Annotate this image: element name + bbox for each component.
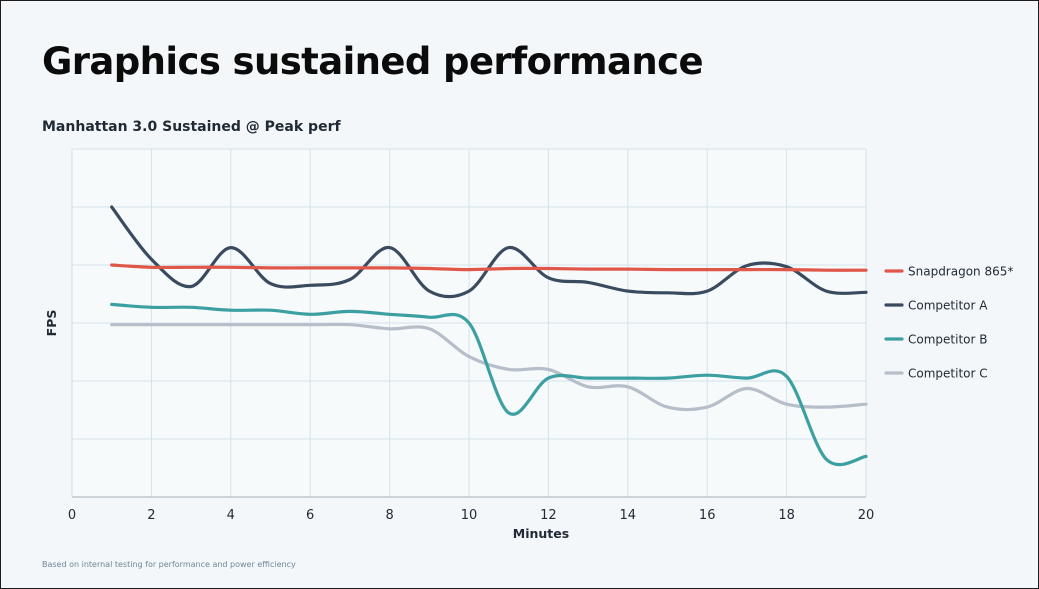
legend-label-competitor-c: Competitor C [908, 367, 988, 381]
x-tick-label: 14 [620, 508, 637, 523]
x-tick-label: 18 [778, 508, 795, 523]
series-line-competitor-c [110, 322, 868, 412]
y-axis-label: FPS [44, 310, 59, 337]
series-line-competitor-b [110, 302, 868, 467]
footnote: Based on internal testing for performanc… [42, 560, 296, 569]
legend-label-snapdragon-865: Snapdragon 865* [908, 265, 1013, 279]
x-tick-label: 10 [461, 508, 478, 523]
x-tick-label: 4 [227, 508, 235, 523]
legend-label-competitor-b: Competitor B [908, 333, 987, 347]
x-tick-label: 0 [68, 508, 76, 523]
page-title: Graphics sustained performance [42, 40, 704, 83]
x-tick-label: 16 [699, 508, 716, 523]
x-axis-label: Minutes [513, 526, 569, 541]
x-tick-label: 2 [147, 508, 155, 523]
series-line-snapdragon-865 [110, 263, 868, 272]
x-tick-label: 20 [858, 508, 875, 523]
legend-label-competitor-a: Competitor A [908, 299, 988, 313]
chart-subtitle: Manhattan 3.0 Sustained @ Peak perf [42, 119, 341, 135]
x-tick-label: 6 [306, 508, 314, 523]
x-tick-label: 12 [540, 508, 557, 523]
x-tick-label: 8 [385, 508, 393, 523]
